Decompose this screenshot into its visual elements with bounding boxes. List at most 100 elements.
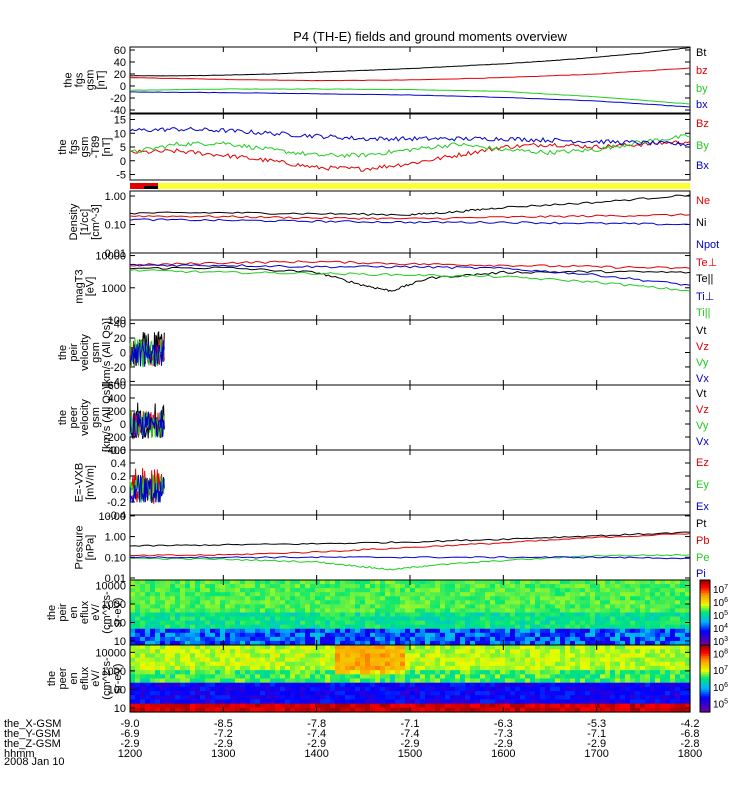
heatmap-cell	[480, 707, 486, 713]
heatmap-cell	[485, 616, 491, 622]
heatmap-cell	[340, 674, 346, 680]
heatmap-cell	[480, 653, 486, 659]
heatmap-cell	[515, 600, 521, 605]
heatmap-cell	[370, 636, 376, 642]
heatmap-cell	[620, 665, 626, 671]
heatmap-cell	[270, 596, 276, 601]
heatmap-cell	[410, 608, 416, 614]
heatmap-cell	[320, 645, 326, 650]
heatmap-cell	[255, 682, 261, 688]
heatmap-cell	[230, 592, 236, 597]
heatmap-cell	[220, 616, 226, 622]
heatmap-cell	[665, 653, 671, 659]
heatmap-cell	[680, 686, 686, 692]
heatmap-cell	[565, 632, 571, 638]
heatmap-cell	[580, 674, 586, 680]
heatmap-cell	[230, 695, 236, 701]
heatmap-cell	[630, 670, 636, 675]
heatmap-cell	[665, 628, 671, 634]
heatmap-cell	[200, 657, 206, 663]
heatmap-cell	[595, 707, 601, 713]
heatmap-cell	[520, 636, 526, 642]
heatmap-cell	[145, 645, 151, 650]
heatmap-cell	[135, 628, 141, 634]
heatmap-cell	[130, 695, 136, 701]
heatmap-cell	[540, 707, 546, 713]
heatmap-cell	[685, 624, 691, 630]
heatmap-cell	[510, 665, 516, 671]
heatmap-cell	[310, 670, 316, 675]
heatmap-cell	[410, 640, 416, 646]
heatmap-cell	[410, 600, 416, 605]
colorbar-cell	[700, 647, 710, 651]
heatmap-cell	[420, 620, 426, 626]
heatmap-cell	[355, 612, 361, 618]
heatmap-cell	[540, 640, 546, 646]
heatmap-cell	[355, 665, 361, 671]
heatmap-cell	[155, 636, 161, 642]
heatmap-cell	[495, 588, 501, 593]
heatmap-cell	[255, 674, 261, 680]
heatmap-cell	[135, 584, 141, 589]
heatmap-cell	[680, 640, 686, 646]
heatmap-cell	[300, 600, 306, 605]
heatmap-cell	[285, 620, 291, 626]
heatmap-cell	[560, 620, 566, 626]
heatmap-cell	[505, 592, 511, 597]
heatmap-cell	[210, 657, 216, 663]
heatmap-cell	[385, 686, 391, 692]
heatmap-cell	[375, 612, 381, 618]
heatmap-cell	[190, 608, 196, 614]
heatmap-cell	[655, 584, 661, 589]
heatmap-cell	[675, 608, 681, 614]
heatmap-cell	[355, 636, 361, 642]
heatmap-cell	[410, 682, 416, 688]
heatmap-cell	[430, 604, 436, 610]
heatmap-cell	[290, 674, 296, 680]
heatmap-cell	[565, 600, 571, 605]
heatmap-cell	[460, 645, 466, 650]
heatmap-cell	[470, 707, 476, 713]
heatmap-cell	[135, 645, 141, 650]
heatmap-cell	[475, 682, 481, 688]
heatmap-cell	[650, 584, 656, 589]
heatmap-cell	[345, 649, 351, 654]
heatmap-cell	[450, 640, 456, 646]
heatmap-cell	[355, 604, 361, 610]
heatmap-cell	[625, 657, 631, 663]
heatmap-cell	[365, 691, 371, 696]
heatmap-cell	[390, 665, 396, 671]
heatmap-cell	[200, 686, 206, 692]
heatmap-cell	[440, 699, 446, 705]
x-axis-value: 1800	[678, 748, 702, 760]
heatmap-cell	[325, 695, 331, 701]
heatmap-cell	[365, 695, 371, 701]
heatmap-cell	[555, 686, 561, 692]
heatmap-cell	[470, 628, 476, 634]
heatmap-cell	[370, 665, 376, 671]
heatmap-cell	[335, 670, 341, 675]
heatmap-cell	[190, 596, 196, 601]
heatmap-cell	[490, 640, 496, 646]
heatmap-cell	[185, 580, 191, 585]
y-axis-label: thepeirvelocitygsm[km/s (All Qs)]	[57, 318, 113, 387]
heatmap-cell	[475, 645, 481, 650]
heatmap-cell	[670, 691, 676, 696]
heatmap-cell	[470, 596, 476, 601]
heatmap-cell	[445, 616, 451, 622]
heatmap-cell	[575, 616, 581, 622]
heatmap-cell	[505, 665, 511, 671]
heatmap-cell	[455, 608, 461, 614]
heatmap-cell	[395, 636, 401, 642]
heatmap-cell	[330, 661, 336, 667]
heatmap-cell	[390, 620, 396, 626]
heatmap-cell	[130, 678, 136, 684]
heatmap-cell	[380, 682, 386, 688]
heatmap-cell	[415, 707, 421, 713]
heatmap-cell	[310, 645, 316, 650]
heatmap-cell	[440, 596, 446, 601]
heatmap-cell	[425, 674, 431, 680]
heatmap-cell	[320, 678, 326, 684]
